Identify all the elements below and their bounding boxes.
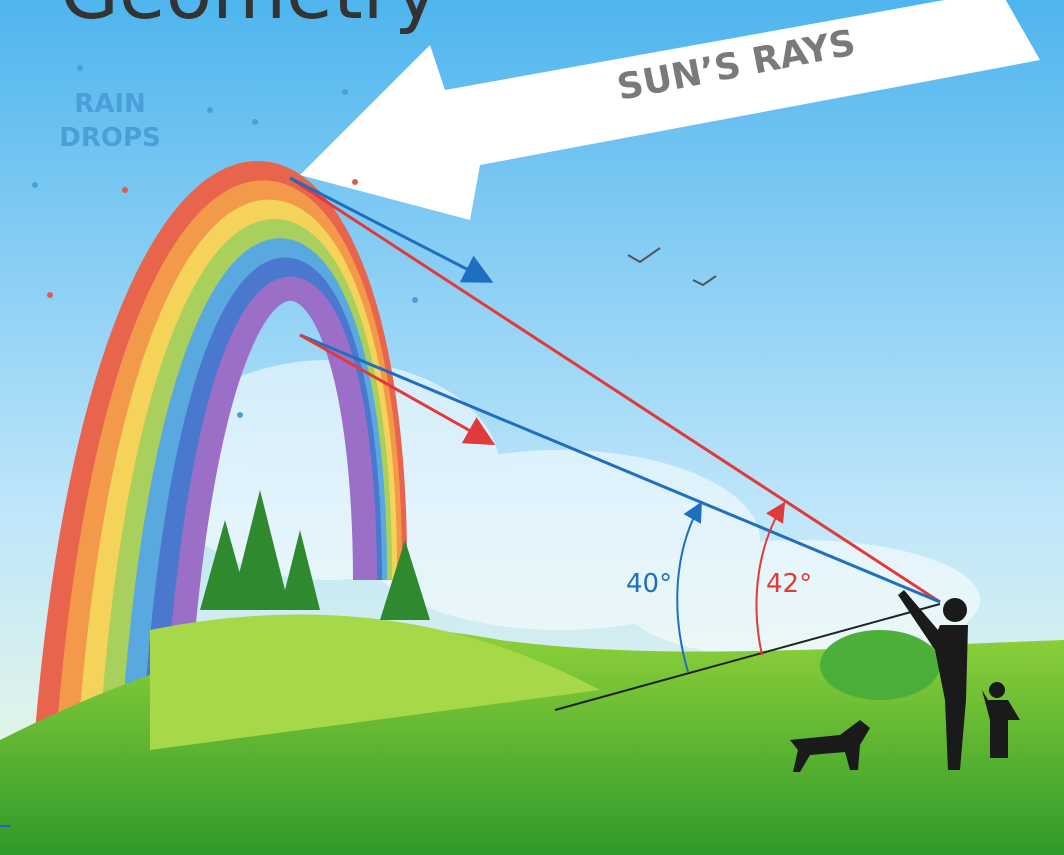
angle-label-blue: 40° [626,569,672,599]
illustration: Geometry SUN’S RAYS RAIN DROPS 40° 42° [0,0,1064,855]
title: Geometry [60,0,439,36]
angle-label-red: 42° [766,569,812,599]
rain-label: DROPS [59,123,161,153]
rain-label: RAIN [74,89,146,119]
